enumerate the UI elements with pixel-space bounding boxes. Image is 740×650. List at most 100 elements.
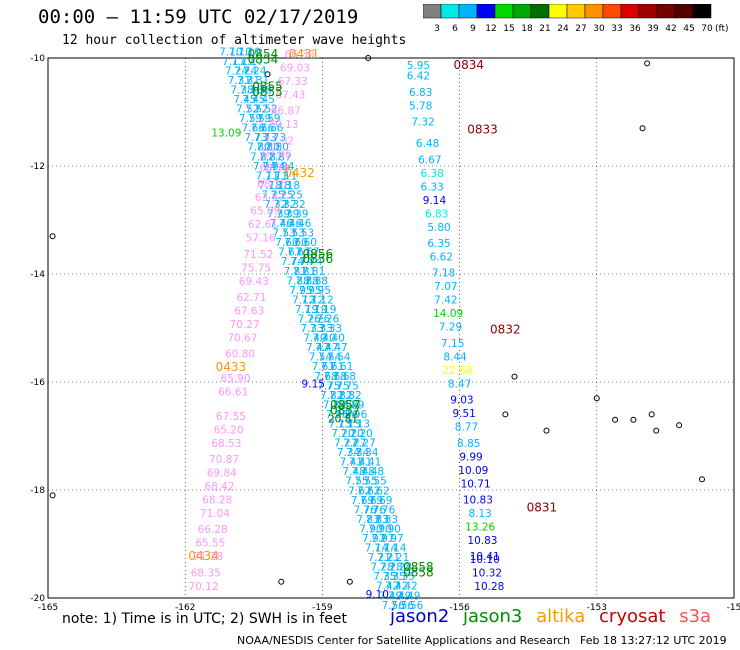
track-value: 7.47	[324, 342, 347, 354]
track-value: 7.41	[358, 457, 381, 469]
track-value: 7.62	[366, 485, 389, 497]
x-tick-label: -162	[175, 603, 195, 613]
swh-value: 10.41	[470, 551, 500, 563]
swh-value: 10.32	[472, 567, 502, 579]
track-value: 7.59	[248, 113, 271, 125]
swh-value: 7.07	[434, 281, 457, 293]
swh-value: 67.96	[262, 149, 292, 161]
track-value: 7.11	[274, 170, 297, 182]
swh-value: 6.83	[409, 87, 432, 99]
swh-value: 9.14	[423, 195, 447, 207]
x-tick-label: -156	[449, 603, 470, 613]
track-value: 7.42	[394, 581, 417, 593]
track-value: 7.73	[254, 132, 277, 144]
swh-value: 10.28	[474, 581, 504, 593]
track-value: 7.11	[256, 170, 279, 182]
colorbar-label: 30	[593, 24, 605, 34]
legend-cryosat: cryosat	[599, 606, 666, 627]
track-value: 7.12	[292, 294, 315, 306]
y-tick-label: -14	[30, 270, 45, 280]
track-value: 7.35	[382, 571, 405, 583]
track-value: 7.24	[234, 65, 258, 77]
island	[543, 427, 550, 434]
track-value: 7.80	[256, 142, 279, 154]
track-value: 7.59	[239, 113, 262, 125]
track-value: 7.41	[349, 457, 372, 469]
track-value: 7.53	[272, 228, 295, 240]
track-value: 7.87	[268, 151, 291, 163]
track-value: 7.38	[230, 84, 253, 96]
island	[278, 578, 285, 585]
colorbar-label: (ft)	[715, 24, 729, 34]
swh-value: 8.13	[468, 508, 491, 520]
colorbar-label: 18	[521, 24, 533, 34]
island	[511, 373, 518, 380]
satellite-legend: jason2 jason3 altika cryosat s3a	[390, 606, 719, 627]
legend-altika: altika	[536, 606, 586, 627]
track-value: 7.74	[299, 256, 323, 268]
swh-value: 5.95	[407, 60, 430, 72]
track-value: 7.46	[270, 218, 294, 230]
colorbar-label: 27	[575, 24, 586, 34]
track-value: 7.69	[369, 495, 392, 507]
track-value: 7.81	[284, 266, 307, 278]
track-value: 7.89	[323, 399, 346, 411]
track-value: 7.88	[296, 275, 319, 287]
island	[365, 55, 372, 61]
track-value: 7.48	[352, 466, 375, 478]
track-value: 7.40	[322, 333, 345, 345]
track-value: 7.25	[280, 189, 303, 201]
swh-value: 70.13	[268, 119, 298, 131]
track-value: 7.18	[268, 180, 291, 192]
colorbar-label: 42	[665, 24, 676, 34]
track-value: 7.83	[375, 514, 398, 526]
track-value: 7.34	[337, 447, 361, 459]
swh-value: 57.16	[246, 233, 276, 245]
track-value: 7.75	[326, 380, 349, 392]
track-value: 7.40	[312, 333, 335, 345]
swh-value: 69.84	[207, 468, 237, 480]
colorbar-label: 15	[503, 24, 514, 34]
track-value: 7.61	[321, 361, 344, 373]
track-value: 7.89	[332, 399, 355, 411]
track-value: 7.66	[242, 123, 266, 135]
track-value: 7.21	[386, 552, 409, 564]
track-value: 7.94	[262, 161, 286, 173]
swh-value: 67.63	[234, 306, 264, 318]
track-value: 7.26	[316, 314, 340, 326]
track-value: 7.69	[360, 495, 383, 507]
track-value: 7.19	[304, 304, 327, 316]
track-value: 7.54	[309, 352, 333, 364]
track-value: 7.14	[383, 543, 407, 555]
track-value: 7.88	[286, 275, 309, 287]
track-value: 7.97	[371, 533, 394, 545]
swh-value: 66.28	[198, 524, 228, 536]
swh-value: 7.42	[434, 295, 457, 307]
y-tick-label: -10	[30, 54, 45, 64]
colorbar-label: 36	[629, 24, 641, 34]
swh-value: 8.47	[448, 378, 471, 390]
track-value: 7.61	[312, 361, 335, 373]
track-value: 7.59	[257, 113, 280, 125]
swh-value: 6.33	[420, 181, 443, 193]
swh-value: 10.71	[461, 478, 491, 490]
track-value: 7.74	[290, 256, 314, 268]
swh-value: 71.28	[193, 551, 223, 563]
track-value: 7.60	[275, 237, 298, 249]
track-value: 7.33	[319, 323, 342, 335]
track-value: 7.41	[340, 457, 363, 469]
track-value: 7.69	[351, 495, 374, 507]
track-value: 7.55	[363, 476, 386, 488]
generated-timestamp: Feb 18 13:27:12 UTC 2019	[580, 634, 727, 647]
track-value: 7.83	[356, 514, 379, 526]
track-value: 7.19	[295, 304, 318, 316]
swh-value: 6.62	[430, 252, 453, 264]
island	[49, 233, 56, 240]
track-value: 7.20	[349, 428, 372, 440]
track-value: 7.49	[388, 590, 411, 602]
swh-value: 62.71	[236, 292, 266, 304]
pass-time-label: 0858	[403, 560, 434, 574]
swh-value: 8.77	[455, 422, 478, 434]
swh-value: 66.87	[271, 106, 301, 118]
track-value: 7.35	[373, 571, 396, 583]
